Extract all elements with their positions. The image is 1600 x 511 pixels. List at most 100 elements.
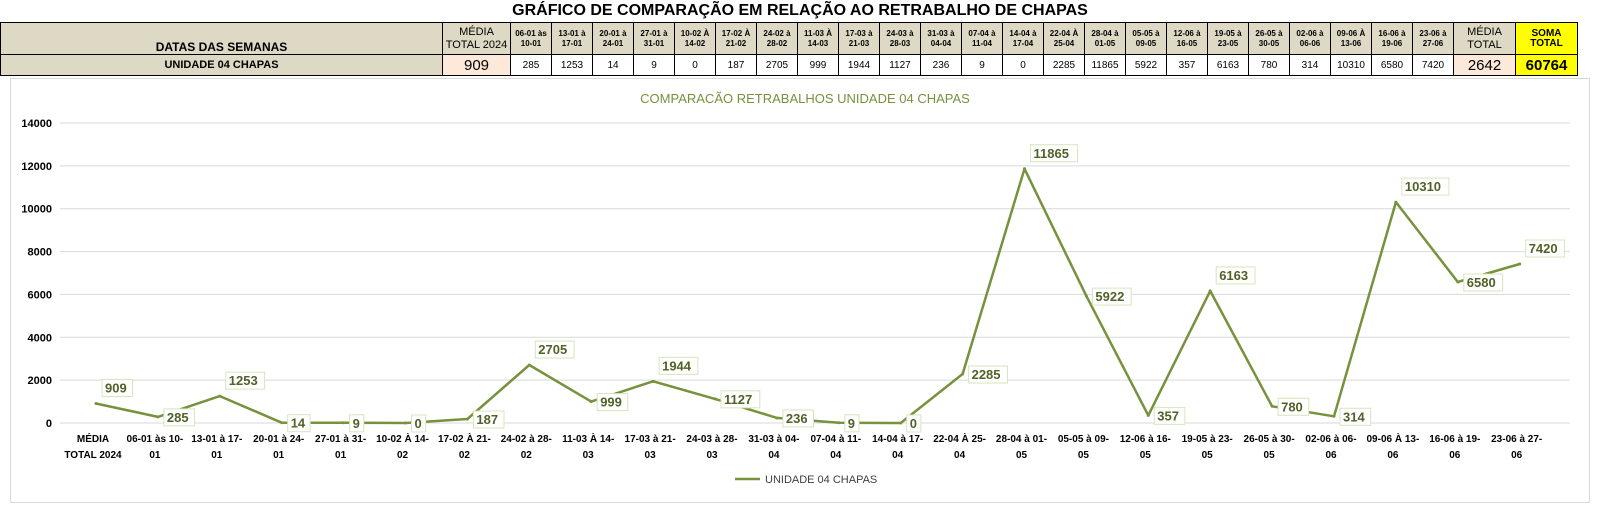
data-point bbox=[527, 363, 531, 367]
x-tick-label: 17-03 à 21-03 bbox=[625, 434, 676, 461]
avg-total-header-cell[interactable]: MÉDIA TOTAL bbox=[1453, 22, 1516, 55]
week-header-cell[interactable]: 09-06 À 13-06 bbox=[1330, 22, 1372, 55]
y-tick-label: 4000 bbox=[28, 332, 52, 344]
x-tick-label: 06-01 às 10-01 bbox=[127, 434, 184, 461]
data-point bbox=[713, 397, 717, 401]
data-point bbox=[94, 402, 98, 406]
week-value-cell[interactable]: 1253 bbox=[551, 54, 593, 76]
data-point bbox=[1084, 294, 1088, 298]
line-chart: COMPARACÃO RETRABALHOS UNIDADE 04 CHAPAS… bbox=[21, 91, 1570, 486]
week-value-cell[interactable]: 1944 bbox=[838, 54, 880, 76]
x-tick-label: 24-02 à 28-02 bbox=[501, 434, 552, 461]
data-point bbox=[651, 379, 655, 383]
data-label-box bbox=[1091, 287, 1132, 306]
week-header-cell[interactable]: 05-05 à 09-05 bbox=[1125, 22, 1167, 55]
week-header-cell[interactable]: 20-01 à 24-01 bbox=[592, 22, 634, 55]
week-value-cell[interactable]: 7420 bbox=[1412, 54, 1454, 76]
data-point bbox=[1518, 262, 1522, 266]
x-tick-label: 05-05 à 09-05 bbox=[1058, 434, 1109, 461]
week-value-cell[interactable]: 14 bbox=[592, 54, 634, 76]
week-header-cell[interactable]: 26-05 à 30-05 bbox=[1248, 22, 1290, 55]
week-value-cell[interactable]: 9 bbox=[961, 54, 1003, 76]
sum-total-value-cell[interactable]: 60764 bbox=[1515, 54, 1578, 76]
week-header-cell[interactable]: 24-02 à 28-02 bbox=[756, 22, 798, 55]
avg-total-value-cell[interactable]: 2642 bbox=[1453, 54, 1516, 76]
data-label-box bbox=[163, 408, 195, 427]
data-point bbox=[218, 394, 222, 398]
row-label-cell[interactable]: UNIDADE 04 CHAPAS bbox=[0, 54, 443, 76]
x-tick-label: MÉDIA TOTAL 2024 bbox=[64, 432, 122, 461]
x-tick-label: 07-04 à 11-04 bbox=[810, 434, 861, 461]
x-tick-label: 27-01 à 31-01 bbox=[315, 434, 366, 461]
chart-title: COMPARACÃO RETRABALHOS UNIDADE 04 CHAPAS bbox=[640, 91, 970, 106]
week-header-cell[interactable]: 10-02 À 14-02 bbox=[674, 22, 716, 55]
data-point bbox=[1208, 289, 1212, 293]
x-tick-label: 16-06 à 19-06 bbox=[1429, 434, 1480, 461]
chart-area[interactable] bbox=[10, 78, 1590, 503]
row-header-cell[interactable]: DATAS DAS SEMANAS bbox=[0, 22, 443, 55]
week-value-cell[interactable]: 236 bbox=[920, 54, 962, 76]
week-header-cell[interactable]: 14-04 à 17-04 bbox=[1002, 22, 1044, 55]
y-tick-label: 14000 bbox=[21, 118, 52, 130]
page-title: GRÁFICO DE COMPARAÇÃO EM RELAÇÃO AO RETR… bbox=[512, 2, 1088, 19]
week-header-cell[interactable]: 22-04 À 25-04 bbox=[1043, 22, 1085, 55]
data-label-box bbox=[1463, 273, 1504, 292]
data-point bbox=[1332, 414, 1336, 418]
data-label: 1253 bbox=[229, 373, 258, 388]
week-header-cell[interactable]: 11-03 À 14-03 bbox=[797, 22, 839, 55]
gridlines bbox=[60, 122, 1570, 424]
data-label-box bbox=[906, 414, 922, 433]
week-value-cell[interactable]: 187 bbox=[715, 54, 757, 76]
week-value-cell[interactable]: 0 bbox=[1002, 54, 1044, 76]
week-header-cell[interactable]: 16-06 à 19-06 bbox=[1371, 22, 1413, 55]
data-point bbox=[589, 400, 593, 404]
week-value-cell[interactable]: 5922 bbox=[1125, 54, 1167, 76]
data-label: 9 bbox=[353, 416, 360, 431]
weekly-data-table: DATAS DAS SEMANAS MÉDIA TOTAL 2024 06-01… bbox=[0, 22, 1578, 76]
week-header-cell[interactable]: 24-03 à 28-03 bbox=[879, 22, 921, 55]
week-value-cell[interactable]: 999 bbox=[797, 54, 839, 76]
x-tick-label: 24-03 à 28-03 bbox=[686, 434, 737, 461]
week-value-cell[interactable]: 6163 bbox=[1207, 54, 1249, 76]
week-value-cell[interactable]: 10310 bbox=[1330, 54, 1372, 76]
week-header-cell[interactable]: 12-06 à 16-05 bbox=[1166, 22, 1208, 55]
week-header-cell[interactable]: 13-01 à 17-01 bbox=[551, 22, 593, 55]
week-header-cell[interactable]: 06-01 às 10-01 bbox=[510, 22, 552, 55]
x-tick-label: 26-05 à 30-05 bbox=[1244, 434, 1295, 461]
data-label: 9 bbox=[848, 416, 855, 431]
week-value-cell[interactable]: 9 bbox=[633, 54, 675, 76]
week-header-cell[interactable]: 07-04 à 11-04 bbox=[961, 22, 1003, 55]
avg-2024-value-cell[interactable]: 909 bbox=[442, 54, 511, 76]
week-value-cell[interactable]: 357 bbox=[1166, 54, 1208, 76]
x-tick-label: 10-02 À 14-02 bbox=[376, 432, 429, 461]
week-value-cell[interactable]: 0 bbox=[674, 54, 716, 76]
week-header-cell[interactable]: 17-03 à 21-03 bbox=[838, 22, 880, 55]
week-header-cell[interactable]: 23-06 à 27-06 bbox=[1412, 22, 1454, 55]
data-label-box bbox=[411, 414, 427, 433]
data-label-box bbox=[658, 356, 699, 375]
week-value-cell[interactable]: 2285 bbox=[1043, 54, 1085, 76]
data-label: 2705 bbox=[538, 342, 567, 357]
week-value-cell[interactable]: 11865 bbox=[1084, 54, 1126, 76]
sum-total-header-cell[interactable]: SOMA TOTAL bbox=[1515, 22, 1578, 55]
week-value-cell[interactable]: 285 bbox=[510, 54, 552, 76]
week-header-cell[interactable]: 31-03 à 04-04 bbox=[920, 22, 962, 55]
data-label: 10310 bbox=[1405, 179, 1441, 194]
data-label-box bbox=[1525, 239, 1565, 258]
avg-2024-header-cell[interactable]: MÉDIA TOTAL 2024 bbox=[442, 22, 511, 55]
week-value-cell[interactable]: 6580 bbox=[1371, 54, 1413, 76]
week-value-cell[interactable]: 314 bbox=[1289, 54, 1331, 76]
week-value-cell[interactable]: 1127 bbox=[879, 54, 921, 76]
week-value-cell[interactable]: 780 bbox=[1248, 54, 1290, 76]
data-point bbox=[775, 416, 779, 420]
week-header-cell[interactable]: 17-02 À 21-02 bbox=[715, 22, 757, 55]
week-header-cell[interactable]: 02-06 à 06-06 bbox=[1289, 22, 1331, 55]
data-point bbox=[899, 421, 903, 425]
week-value-cell[interactable]: 2705 bbox=[756, 54, 798, 76]
data-label-box bbox=[1339, 407, 1372, 426]
week-header-cell[interactable]: 19-05 à 23-05 bbox=[1207, 22, 1249, 55]
week-header-cell[interactable]: 28-04 à 01-05 bbox=[1084, 22, 1126, 55]
week-header-cell[interactable]: 27-01 à 31-01 bbox=[633, 22, 675, 55]
data-label: 187 bbox=[476, 412, 498, 427]
data-label: 5922 bbox=[1095, 289, 1124, 304]
